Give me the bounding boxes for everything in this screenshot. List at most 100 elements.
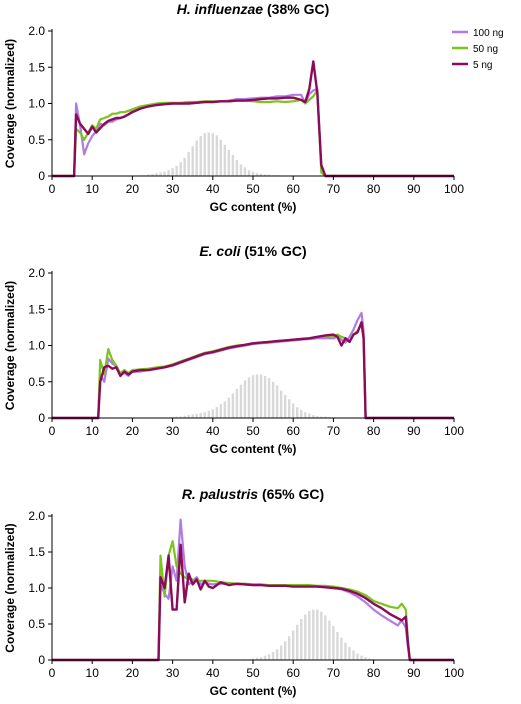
series-line-50-ng	[52, 540, 454, 662]
y-tick-label: 0.5	[28, 617, 45, 631]
histogram-bar	[255, 657, 259, 660]
histogram-bar	[227, 149, 231, 176]
histogram-bar	[239, 164, 243, 176]
histogram-bar	[163, 171, 166, 176]
histogram-bar	[340, 637, 343, 660]
histogram-bar	[271, 652, 275, 660]
x-tick-label: 10	[86, 182, 100, 196]
histogram-bar	[175, 165, 178, 176]
x-tick-label: 80	[367, 182, 381, 196]
histogram-bar	[207, 410, 210, 418]
histogram-bar	[195, 413, 198, 418]
chart-title-gc: (65% GC)	[258, 486, 324, 502]
histogram-bar	[324, 615, 327, 660]
x-tick-label: 90	[407, 182, 421, 196]
histogram-bar	[304, 614, 307, 660]
x-axis-label: GC content (%)	[210, 200, 297, 214]
x-tick-label: 70	[327, 182, 341, 196]
histogram-bar	[207, 132, 210, 176]
histogram-bar	[187, 415, 190, 418]
histogram-bar	[167, 170, 170, 176]
histogram-bar	[151, 173, 154, 176]
y-tick-label: 1.0	[28, 97, 45, 111]
histogram-bar	[324, 416, 327, 418]
x-tick-label: 90	[407, 666, 421, 680]
histogram-bar	[243, 167, 247, 176]
series-line-5-ng	[52, 543, 454, 662]
histogram-bar	[312, 415, 315, 418]
chart-title-organism: R. palustris	[182, 486, 258, 502]
histogram-bar	[223, 144, 227, 176]
series-line-5-ng	[52, 321, 454, 420]
histogram-bar	[219, 404, 223, 418]
histogram-bar	[187, 152, 190, 176]
histogram-bar	[179, 162, 182, 176]
x-tick-label: 70	[327, 666, 341, 680]
legend-entry: 100 ng	[473, 28, 504, 39]
x-tick-label: 60	[287, 666, 301, 680]
histogram-bar	[360, 655, 363, 660]
x-tick-label: 80	[367, 666, 381, 680]
histogram-bar	[296, 624, 299, 660]
y-tick-label: 2.0	[28, 24, 45, 38]
x-tick-label: 0	[49, 182, 56, 196]
histogram-bar	[320, 416, 323, 418]
histogram-bar	[291, 630, 295, 660]
series-line-5-ng	[52, 60, 454, 178]
histogram-bar	[255, 374, 259, 418]
histogram-bar	[267, 654, 271, 660]
histogram-bar	[259, 374, 263, 418]
histogram-bar	[283, 394, 287, 418]
histogram-bar	[231, 393, 235, 418]
y-tick-label: 0	[38, 169, 45, 183]
x-tick-label: 100	[444, 182, 464, 196]
x-tick-label: 40	[206, 424, 220, 438]
histogram-bar	[275, 649, 279, 660]
x-tick-label: 30	[166, 666, 180, 680]
x-tick-label: 10	[86, 666, 100, 680]
histogram-bar	[263, 655, 267, 660]
histogram-bar	[203, 412, 206, 418]
legend-entry: 5 ng	[473, 60, 492, 71]
histogram-bar	[179, 416, 182, 418]
chart-title-organism: H. influenzae	[177, 1, 264, 17]
histogram-bar	[183, 157, 186, 176]
series-line-100-ng	[52, 518, 454, 662]
histogram-bar	[304, 412, 307, 418]
histogram-bar	[191, 414, 194, 418]
histogram-bar	[215, 135, 219, 176]
histogram-bar	[191, 146, 194, 176]
histogram-bar	[203, 133, 206, 176]
y-axis-label: Coverage (normalized)	[3, 281, 17, 410]
y-tick-label: 1.0	[28, 339, 45, 353]
x-axis-label: GC content (%)	[210, 442, 297, 456]
x-tick-label: 90	[407, 424, 421, 438]
histogram-bar	[316, 609, 319, 660]
histogram-bar	[296, 407, 299, 418]
y-tick-label: 1.5	[28, 302, 45, 316]
x-tick-label: 20	[126, 666, 140, 680]
x-tick-label: 50	[246, 666, 260, 680]
x-tick-label: 20	[126, 424, 140, 438]
histogram-bar	[199, 412, 202, 418]
histogram-bar	[215, 407, 219, 418]
histogram-bar	[287, 636, 291, 660]
legend-entry: 50 ng	[473, 44, 498, 55]
chart-title: R. palustris (65% GC)	[182, 486, 324, 502]
histogram-bar	[344, 642, 347, 660]
histogram-bar	[287, 399, 291, 418]
y-tick-label: 0	[38, 411, 45, 425]
x-tick-label: 0	[49, 424, 56, 438]
y-tick-label: 2.0	[28, 266, 45, 280]
histogram-bar	[251, 375, 255, 418]
histogram-bar	[259, 173, 263, 176]
histogram-bar	[291, 403, 295, 418]
histogram-bar	[348, 647, 351, 660]
histogram-bar	[279, 645, 283, 660]
histogram-bar	[243, 380, 247, 418]
histogram-bar	[211, 133, 215, 176]
histogram-bar	[279, 390, 283, 418]
histogram-bar	[251, 658, 255, 660]
histogram-bar	[247, 170, 251, 176]
